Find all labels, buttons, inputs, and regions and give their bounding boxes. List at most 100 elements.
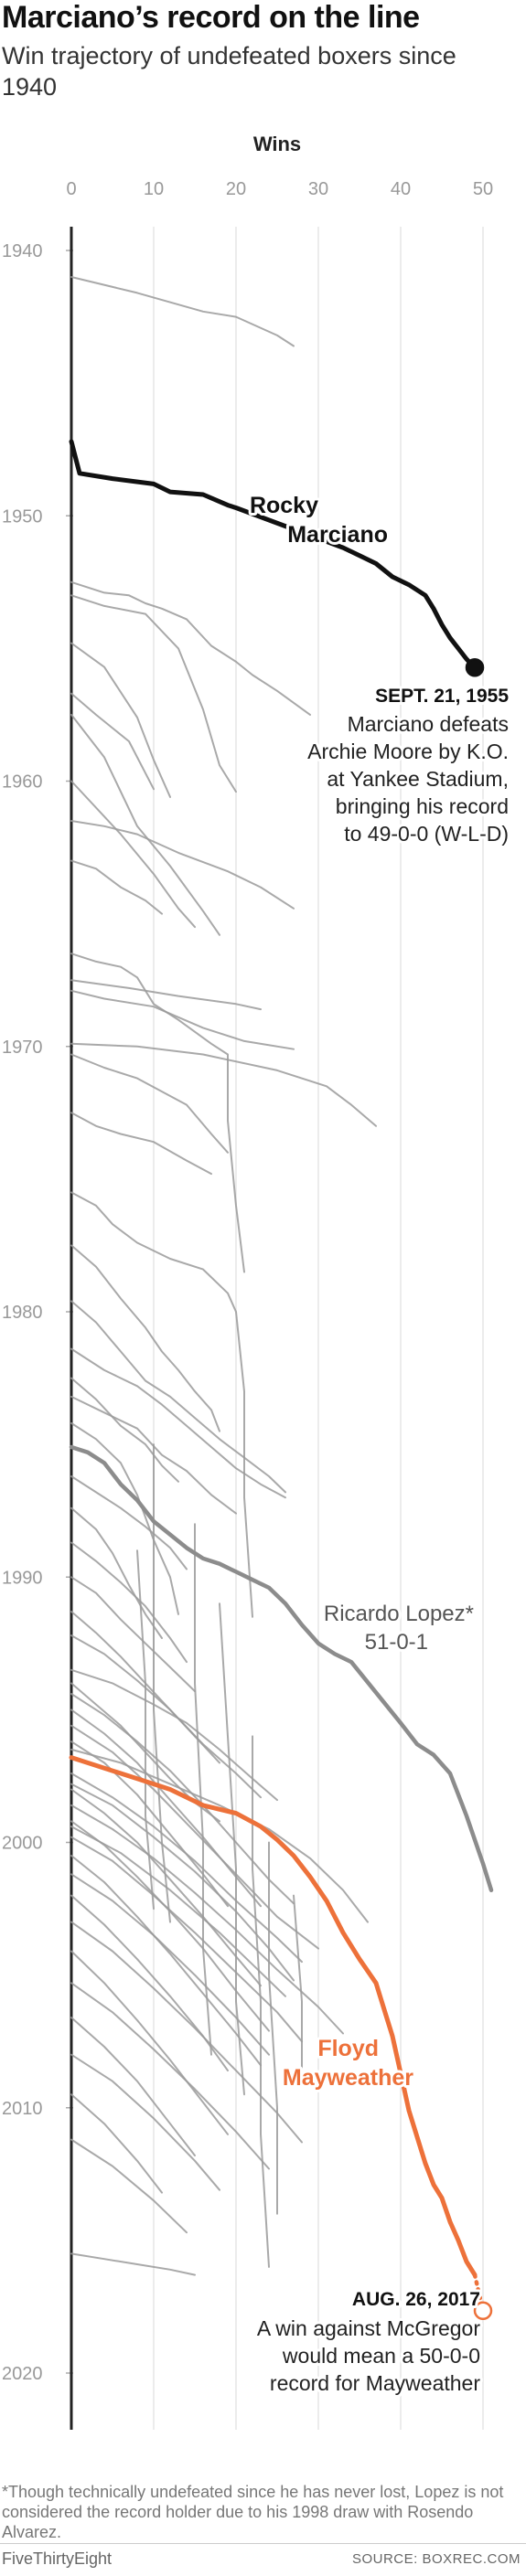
background-series-line	[70, 1740, 229, 1908]
marciano-annotation-line: bringing his record	[336, 794, 509, 818]
x-tick-label: 30	[308, 179, 328, 199]
background-series-line	[252, 1735, 270, 2268]
background-series-line	[70, 1982, 270, 2170]
background-series-line	[70, 642, 171, 798]
y-tick-label: 1960	[2, 772, 43, 793]
y-tick-label: 1940	[2, 241, 43, 261]
background-series-line	[70, 1668, 278, 1802]
background-series-line	[70, 1541, 188, 1664]
background-series-line	[70, 1191, 253, 1618]
background-series-line	[70, 1576, 196, 1693]
background-series-line	[70, 692, 155, 791]
background-series-line	[70, 1693, 295, 1905]
marciano-label-line-2: Marciano	[287, 522, 388, 548]
background-series-line	[70, 276, 295, 347]
y-tick-label: 1950	[2, 506, 43, 527]
series-end-marker	[465, 658, 485, 677]
mayweather-annotation-line: record for Mayweather	[270, 2371, 480, 2395]
mayweather-label-line-2-halo: Mayweather	[283, 2065, 413, 2091]
marciano-annotation-line-halo: bringing his record	[336, 794, 509, 818]
marciano-annotation-line-halo: at Yankee Stadium,	[327, 767, 509, 791]
x-tick-label: 0	[66, 179, 76, 199]
background-series-line	[70, 1506, 163, 1639]
series-line-ricardo-lopez	[69, 1444, 494, 1892]
marciano-annotation-line: Archie Moore by K.O.	[307, 740, 509, 763]
footer-source: SOURCE: BOXREC.COM	[351, 2551, 521, 2567]
background-series-line	[70, 2017, 196, 2156]
mayweather-annotation-line-halo: record for Mayweather	[270, 2371, 480, 2395]
marciano-annotation-line-halo: to 49-0-0 (W-L-D)	[344, 822, 509, 846]
mayweather-label-line-2: Mayweather	[283, 2065, 413, 2091]
y-tick-label: 1970	[2, 1038, 43, 1058]
lopez-label-line-2-halo: 51-0-1	[365, 1630, 428, 1655]
background-series-line	[70, 1347, 286, 1499]
background-series-line	[70, 979, 262, 1011]
background-series-line	[70, 780, 196, 929]
background-series-line	[70, 2252, 196, 2276]
mayweather-annotation-line-halo: would mean a 50-0-0	[282, 2344, 480, 2368]
series-line-floyd-mayweather	[69, 1755, 478, 2278]
background-series-line	[70, 1421, 179, 1615]
background-series-line	[70, 2093, 163, 2194]
background-series-line	[70, 989, 295, 1050]
marciano-annotation-line-halo: Marciano defeats	[348, 712, 509, 736]
background-series-line	[70, 953, 245, 1273]
x-tick-label: 50	[473, 179, 493, 199]
mayweather-annotation-line-halo: A win against McGregor	[257, 2316, 481, 2340]
highlighted-series-layer	[69, 439, 494, 2321]
background-series-line	[70, 1873, 270, 2056]
background-series-line	[136, 1549, 155, 1911]
marciano-annotation-line: at Yankee Stadium,	[327, 767, 509, 791]
marciano-annotation-date-halo: SEPT. 21, 1955	[375, 686, 509, 707]
background-series-line	[153, 1443, 171, 1923]
background-series-line	[70, 1826, 286, 1997]
background-series-line	[70, 1820, 270, 2032]
mayweather-annotation-line: A win against McGregor	[257, 2316, 481, 2340]
marciano-annotation-line-halo: Archie Moore by K.O.	[307, 740, 509, 763]
background-series-line	[70, 1112, 212, 1176]
footer-brand: FiveThirtyEight	[2, 2549, 113, 2568]
background-series-line	[70, 1836, 303, 2043]
x-tick-label: 10	[144, 179, 164, 199]
background-series-line	[70, 1300, 286, 1494]
lopez-label-line-1: Ricardo Lopez*	[324, 1602, 474, 1626]
marciano-label-line-1: Rocky	[250, 493, 318, 518]
background-series-line	[70, 1244, 220, 1432]
background-series-line	[268, 1841, 278, 2215]
background-series-line	[70, 580, 311, 716]
background-series-line	[219, 1602, 245, 2096]
footer-divider	[0, 2543, 526, 2544]
background-series-line	[70, 1950, 229, 2135]
background-series-line	[70, 1042, 377, 1127]
x-tick-label: 20	[226, 179, 246, 199]
x-axis-label: Wins	[253, 133, 301, 155]
background-series-line	[70, 820, 295, 910]
background-series-line	[70, 1921, 303, 2144]
x-tick-label: 40	[391, 179, 411, 199]
chart-title: Marciano’s record on the line	[2, 0, 420, 35]
background-series-layer	[70, 276, 377, 2276]
marciano-annotation-date: SEPT. 21, 1955	[375, 686, 509, 707]
marciano-label-line-1-halo: Rocky	[250, 493, 318, 518]
background-series-line	[70, 1772, 303, 1964]
chart-plot: Wins 0 10 20 30 40 50 1940 1950 1960 1970 1980 1990 2…	[2, 133, 511, 2430]
mayweather-label-line-1-halo: Floyd	[317, 2036, 379, 2061]
y-tick-label: 2000	[2, 1834, 43, 1854]
background-series-line	[70, 1053, 229, 1154]
background-series-line	[70, 1475, 188, 1570]
lopez-label-line-1-halo: Ricardo Lopez*	[324, 1602, 474, 1626]
series-line-rocky-marciano	[69, 439, 478, 670]
background-series-line	[293, 1894, 303, 2082]
footnote: *Though technically undefeated since he …	[2, 2483, 504, 2541]
lopez-label-line-2: 51-0-1	[365, 1630, 428, 1655]
background-series-line	[70, 713, 220, 936]
series-end-marker	[473, 2301, 493, 2321]
background-series-line	[70, 1855, 262, 2067]
label-layer: Wins 0 10 20 30 40 50 1940 1950 1960 1970 1980 1990 2…	[2, 133, 511, 2398]
marciano-annotation-line: to 49-0-0 (W-L-D)	[344, 822, 509, 846]
y-tick-label: 1980	[2, 1303, 43, 1323]
background-series-line	[70, 1395, 237, 1515]
background-series-line	[70, 1634, 262, 1799]
mayweather-annotation-date-halo: AUG. 26, 2017	[352, 2289, 480, 2310]
background-series-line	[70, 859, 163, 915]
